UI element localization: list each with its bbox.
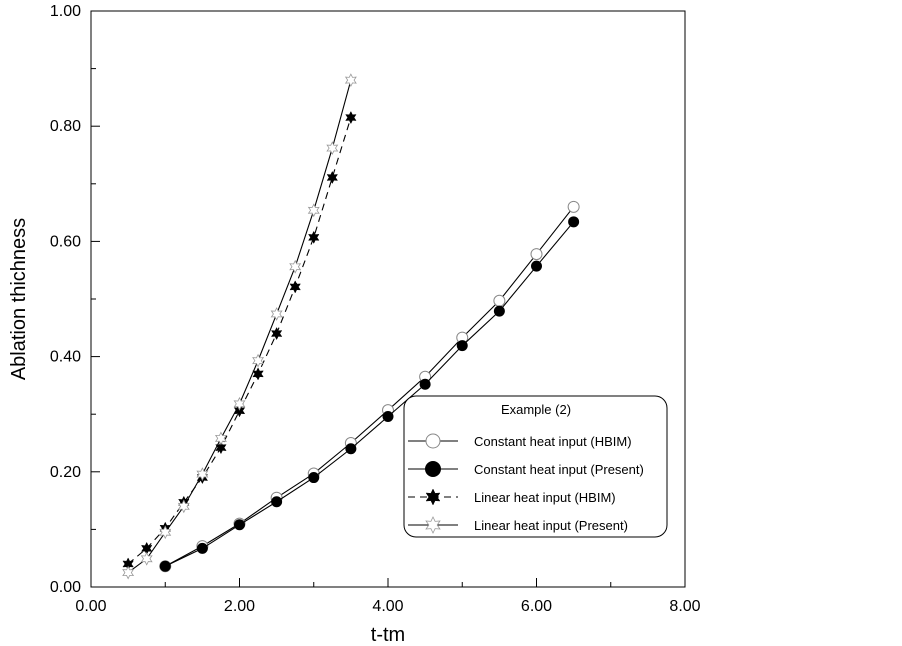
data-point [456, 340, 468, 352]
x-axis-title: t-tm [371, 624, 405, 646]
x-tick-label: 4.00 [372, 598, 403, 615]
data-point [177, 499, 190, 514]
data-point [233, 396, 246, 411]
data-point [326, 170, 338, 185]
legend-marker [425, 433, 441, 449]
data-point [345, 443, 357, 455]
legend-item: Linear heat input (Present) [408, 516, 628, 534]
data-point [419, 378, 431, 390]
legend-label: Constant heat input (HBIM) [474, 434, 632, 449]
legend-label: Linear heat input (Present) [474, 518, 628, 533]
data-point [159, 525, 172, 540]
data-point [326, 141, 339, 155]
legend-label: Linear heat input (HBIM) [474, 490, 616, 505]
y-tick-label: 0.60 [50, 233, 81, 250]
series-1 [159, 216, 580, 572]
legend-item: Linear heat input (HBIM) [408, 488, 616, 506]
data-point [345, 110, 357, 125]
data-point [271, 496, 283, 508]
data-point [308, 230, 320, 244]
data-point [531, 260, 542, 272]
legend-title: Example (2) [501, 402, 571, 417]
data-point [214, 431, 227, 446]
data-point [567, 200, 580, 213]
legend-label: Constant heat input (Present) [474, 462, 644, 477]
data-point [122, 565, 135, 580]
data-point [252, 353, 265, 368]
data-point [270, 326, 283, 341]
series-line [165, 221, 575, 567]
y-tick-label: 0.20 [50, 464, 81, 481]
data-point [493, 305, 505, 317]
data-point [140, 551, 153, 566]
data-point [382, 411, 394, 423]
data-point [493, 294, 506, 307]
y-tick-label: 1.00 [50, 3, 81, 20]
x-tick-label: 8.00 [669, 598, 700, 615]
legend-marker [425, 461, 441, 477]
x-tick-label: 6.00 [521, 598, 552, 615]
data-point [270, 307, 283, 321]
data-point [307, 203, 320, 218]
series-line [164, 206, 575, 567]
series-2 [122, 110, 357, 571]
legend-items: Constant heat input (HBIM) Constant heat … [408, 433, 644, 534]
series-line [127, 117, 352, 565]
legend: Example (2) Constant heat input (HBIM)Co… [403, 395, 668, 538]
data-point [215, 441, 227, 455]
data-point [234, 519, 245, 531]
legend-marker [425, 488, 441, 506]
data-point [159, 560, 171, 572]
y-tick-label: 0.40 [50, 349, 81, 366]
data-point [196, 467, 209, 482]
data-point [308, 472, 320, 484]
legend-item: Constant heat input (HBIM) [408, 433, 632, 449]
x-tick-label: 0.00 [75, 598, 106, 615]
series-layer [122, 73, 580, 580]
y-axis-title: Ablation thichness [8, 218, 30, 380]
axis-ticks: 0.00 2.00 4.00 6.00 8.00 0.00 0.20 0.40 0.60 0.80… [50, 3, 701, 615]
data-point [289, 259, 302, 274]
y-tick-label: 0.00 [50, 579, 81, 596]
legend-item: Constant heat input (Present) [408, 461, 644, 477]
series-line [127, 79, 352, 574]
data-point [344, 73, 357, 88]
data-point [252, 367, 264, 381]
data-point [196, 542, 208, 554]
data-point [530, 248, 543, 261]
data-point [568, 216, 580, 228]
x-tick-label: 2.00 [224, 598, 255, 615]
y-tick-label: 0.80 [50, 118, 81, 135]
series-3 [122, 73, 357, 580]
data-point [289, 280, 301, 294]
legend-box [403, 395, 668, 538]
legend-marker [425, 516, 441, 534]
data-point [233, 404, 246, 418]
